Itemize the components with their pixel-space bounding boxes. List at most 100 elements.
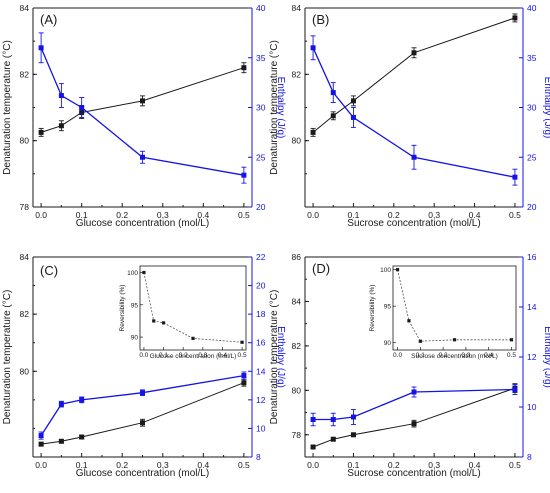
x-tick-label: 0.5 (509, 210, 521, 220)
temperature-point (241, 380, 247, 386)
left-y-tick-label: 84 (20, 252, 30, 262)
right-y-tick-label: 12 (256, 395, 266, 405)
right-y-tick-label: 12 (527, 352, 537, 362)
x-tick-label: 0.2 (388, 210, 400, 220)
enthalpy-point (58, 401, 64, 407)
right-y-tick-label: 10 (527, 402, 537, 412)
enthalpy-point (140, 154, 145, 160)
x-axis-label: Sucrose concentration (mol/L) (347, 468, 480, 479)
x-tick-label: 0.5 (238, 460, 250, 470)
enthalpy-point (350, 414, 356, 420)
temperature-point (58, 123, 64, 129)
temperature-point (411, 50, 417, 56)
left-y-axis-label: Denaturation temperature (°C) (269, 290, 280, 425)
temperature-point (140, 420, 145, 426)
inset-x-tick-label: 0.2 (179, 352, 188, 359)
temperature-point (241, 65, 247, 71)
right-y-tick-label: 25 (527, 152, 537, 162)
inset-point (509, 338, 514, 342)
x-tick-label: 0.3 (428, 210, 440, 220)
left-y-axis-label: Denaturation temperature (°C) (2, 290, 13, 425)
right-y-tick-label: 40 (527, 3, 537, 13)
x-tick-label: 0.2 (116, 460, 128, 470)
x-tick-label: 0.2 (116, 210, 128, 220)
x-tick-label: 0.4 (469, 210, 481, 220)
chart-panel-2: (B) 0.0 0.1 0.2 0.3 0.4 0.5 Sucrose concentrati… (269, 3, 550, 229)
x-tick-label: 0.0 (35, 210, 47, 220)
temperature-point (350, 432, 356, 438)
inset-x-tick-label: 0.2 (439, 352, 448, 359)
enthalpy-point (512, 174, 518, 180)
inset-point (407, 319, 411, 323)
x-tick-label: 0.1 (76, 210, 88, 220)
left-y-tick-label: 86 (292, 252, 302, 262)
inset-y-tick-label: 100 (127, 270, 138, 277)
panel-letter: (B) (312, 12, 329, 27)
x-tick-label: 0.3 (157, 460, 169, 470)
right-y-tick-label: 40 (256, 3, 266, 13)
x-tick-label: 0.3 (428, 460, 440, 470)
right-y-tick-label: 20 (256, 202, 266, 212)
inset-point (240, 340, 244, 344)
enthalpy-point (512, 387, 518, 392)
right-y-tick-label: 14 (527, 302, 537, 312)
inset-point (191, 336, 195, 340)
left-y-tick-label: 82 (292, 341, 302, 351)
inset-frame (139, 265, 247, 351)
enthalpy-point (79, 105, 85, 110)
inset-point (452, 338, 457, 342)
temperature-point (38, 441, 44, 447)
left-y-tick-label: 82 (20, 69, 30, 79)
panel-letter: (D) (312, 261, 330, 276)
inset-x-tick-label: 0.5 (507, 352, 516, 359)
temperature-point (411, 421, 417, 427)
inset-x-tick-label: 0.0 (139, 352, 148, 359)
inset-x-tick-label: 0.1 (416, 352, 425, 359)
inset-series-line (143, 272, 243, 343)
chart-panel-3: (C) 0.0 0.1 0.2 0.3 0.4 0.5 Glucose concentrati… (2, 252, 286, 479)
x-tick-label: 0.3 (157, 210, 169, 220)
enthalpy-point (38, 433, 44, 439)
inset-point (142, 270, 146, 275)
right-y-tick-label: 16 (256, 338, 266, 348)
inset-x-axis-label: Glucose concentration (mol/L) (150, 353, 237, 360)
inset-y-tick-label: 95 (131, 302, 139, 309)
inset-x-tick-label: 0.4 (484, 352, 493, 359)
inset-x-tick-label: 0.4 (218, 352, 227, 359)
left-y-tick-label: 80 (292, 136, 302, 146)
chart-panel-1: (A) 0.0 0.1 0.2 0.3 0.4 0.5 Glucose concentrati… (2, 3, 286, 229)
left-y-tick-label: 78 (20, 202, 30, 212)
right-y-axis-label: Enthalpy (J/g) (275, 77, 286, 139)
left-y-tick-label: 84 (292, 3, 302, 13)
right-y-tick-label: 30 (256, 103, 266, 113)
enthalpy-point (330, 417, 336, 422)
inset-x-tick-label: 0.1 (159, 352, 168, 359)
left-y-tick-label: 80 (292, 385, 302, 395)
enthalpy-point (310, 45, 316, 51)
enthalpy-point (241, 373, 247, 379)
temperature-point (512, 15, 518, 21)
inset-x-tick-label: 0.0 (393, 352, 402, 359)
inset-y-axis-label: Reversibility (%) (369, 285, 376, 332)
left-y-tick-label: 80 (20, 366, 30, 376)
right-y-tick-label: 10 (256, 423, 266, 433)
x-axis-label: Sucrose concentration (mol/L) (347, 218, 480, 229)
enthalpy-point (411, 389, 417, 395)
temperature-point (58, 438, 64, 444)
panel-letter: (C) (40, 263, 58, 278)
x-tick-label: 0.4 (197, 210, 209, 220)
x-tick-label: 0.2 (388, 460, 400, 470)
inset-y-axis-label: Reversibility (%) (119, 285, 126, 332)
temperature-point (140, 98, 145, 104)
inset-point (395, 268, 400, 272)
panel-letter: (A) (40, 12, 57, 27)
inset-chart: 0.0 0.1 0.2 0.3 0.4 0.5 Sucrose concentration … (369, 265, 517, 360)
x-tick-label: 0.1 (348, 210, 360, 220)
left-y-tick-label: 82 (292, 69, 302, 79)
temperature-point (38, 129, 44, 135)
inset-point (418, 339, 422, 343)
right-y-tick-label: 14 (256, 366, 266, 376)
enthalpy-point (140, 390, 145, 396)
enthalpy-point (411, 154, 417, 160)
